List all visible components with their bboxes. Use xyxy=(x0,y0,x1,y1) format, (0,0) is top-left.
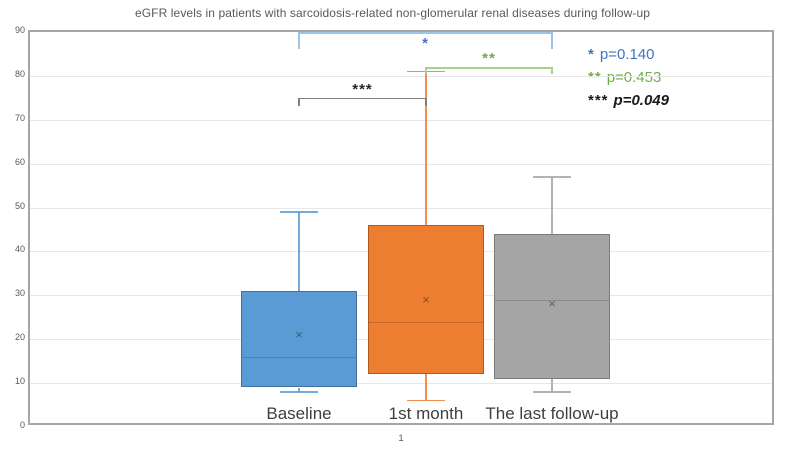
category-label: 1st month xyxy=(388,404,464,423)
significance-bracket-line xyxy=(426,67,552,69)
whisker-lower-line xyxy=(298,387,300,392)
median-line xyxy=(241,356,357,359)
gridline xyxy=(30,383,772,385)
y-axis-tick-label: 60 xyxy=(14,156,25,167)
y-axis-tick-label: 70 xyxy=(14,112,25,123)
median-line xyxy=(368,321,484,324)
significance-bracket-tick xyxy=(551,67,553,75)
significance-bracket-tick xyxy=(425,67,427,75)
whisker-lower-cap xyxy=(280,391,318,393)
y-axis-tick-label: 80 xyxy=(14,68,25,79)
whisker-upper-line xyxy=(298,211,300,291)
y-axis-tick-label: 40 xyxy=(14,244,25,255)
significance-stars: * xyxy=(422,35,429,52)
median-line xyxy=(494,299,610,302)
legend-stars-2: ** xyxy=(588,69,602,86)
legend-text-2: p=0.453 xyxy=(606,69,662,86)
box-the-last-follow-up xyxy=(494,233,610,379)
legend-stars-1: * xyxy=(588,46,595,63)
significance-bracket-tick xyxy=(551,32,553,49)
legend-row-1: * p=0.140 xyxy=(588,46,654,69)
gridline xyxy=(30,75,772,77)
whisker-lower-cap xyxy=(407,399,445,402)
significance-bracket-line xyxy=(299,97,426,100)
significance-stars: *** xyxy=(352,80,373,98)
whisker-upper-cap xyxy=(280,211,318,213)
whisker-upper-line xyxy=(551,176,553,234)
legend-text-1: p=0.140 xyxy=(599,46,655,63)
legend-row-3: *** p=0.049 xyxy=(588,92,669,115)
plot-area: × Baseline × 1st month × The last follow-up * *… xyxy=(28,30,774,425)
significance-bracket-tick xyxy=(298,32,300,49)
y-axis-tick-label: 30 xyxy=(14,288,25,299)
legend-row-2: ** p=0.453 xyxy=(588,69,661,92)
gridline xyxy=(30,119,772,121)
y-axis-tick-label: 90 xyxy=(14,25,25,35)
mean-marker: × xyxy=(295,326,303,342)
whisker-upper-line xyxy=(425,71,427,226)
significance-bracket-tick xyxy=(425,97,427,106)
legend-stars-3: *** xyxy=(588,92,609,109)
whisker-lower-line xyxy=(425,374,427,401)
significance-bracket-line xyxy=(299,32,552,34)
mean-marker: × xyxy=(422,291,430,307)
y-axis-tick-label: 50 xyxy=(14,200,25,211)
significance-bracket-tick xyxy=(298,97,300,106)
gridline xyxy=(30,207,772,209)
gridline xyxy=(30,163,772,165)
box-baseline xyxy=(241,290,357,388)
significance-stars: ** xyxy=(482,50,496,68)
box-1st-month xyxy=(368,225,484,375)
x-axis-category-number: 1 xyxy=(398,433,404,444)
whisker-upper-cap xyxy=(533,176,571,178)
whisker-lower-line xyxy=(551,378,553,392)
category-label: The last follow-up xyxy=(485,404,619,423)
chart-title: eGFR levels in patients with sarcoidosis… xyxy=(134,6,651,20)
category-label: Baseline xyxy=(266,404,332,423)
y-axis-tick-label: 10 xyxy=(14,376,25,387)
mean-marker: × xyxy=(548,296,556,312)
legend-text-3: p=0.049 xyxy=(613,92,669,109)
whisker-lower-cap xyxy=(533,391,571,393)
y-axis-tick-label: 20 xyxy=(14,332,25,343)
y-axis-tick-label: 0 xyxy=(19,420,25,430)
